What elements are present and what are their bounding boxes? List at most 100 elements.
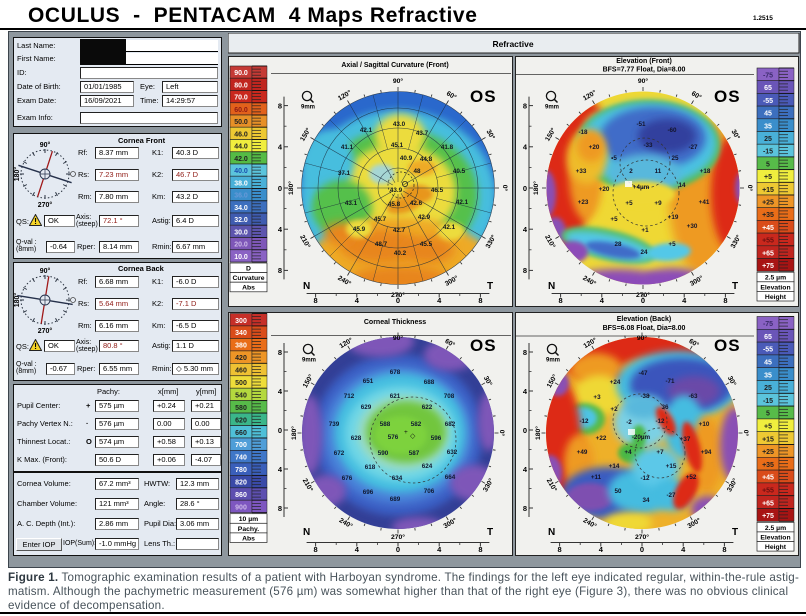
svg-text:8: 8	[478, 545, 482, 554]
svg-text:0: 0	[396, 545, 400, 554]
svg-text:8: 8	[478, 296, 482, 305]
svg-text:+: +	[404, 429, 408, 436]
svg-text:180°: 180°	[290, 426, 298, 440]
svg-text:8: 8	[723, 296, 727, 305]
svg-text:270°: 270°	[38, 201, 53, 209]
svg-text:628: 628	[351, 435, 362, 442]
svg-text:BFS=6.08 Float, Dia=8.00: BFS=6.08 Float, Dia=8.00	[603, 325, 686, 332]
svg-text:42.7: 42.7	[393, 227, 406, 234]
svg-text:4: 4	[523, 387, 528, 396]
svg-text:9mm: 9mm	[301, 105, 315, 111]
svg-text:678: 678	[390, 369, 401, 376]
svg-text:42.1: 42.1	[443, 224, 456, 231]
svg-text:+9: +9	[654, 200, 662, 207]
svg-text:OS: OS	[714, 87, 741, 106]
svg-text:45.1: 45.1	[391, 142, 404, 149]
svg-text:634: 634	[392, 475, 403, 482]
svg-text:35: 35	[764, 123, 772, 130]
svg-text:576: 576	[388, 434, 399, 441]
svg-text:-2: -2	[626, 419, 632, 426]
svg-text:36: 36	[661, 404, 669, 411]
svg-text:90°: 90°	[393, 334, 404, 342]
svg-text:+75: +75	[762, 263, 774, 270]
svg-text:0: 0	[278, 184, 282, 193]
svg-text:0: 0	[640, 545, 644, 554]
svg-text:OS: OS	[470, 336, 497, 355]
svg-text:0°: 0°	[742, 430, 750, 437]
svg-text:780: 780	[235, 467, 247, 474]
svg-text:+7: +7	[656, 449, 664, 456]
svg-text:+11: +11	[591, 474, 602, 481]
svg-text:65: 65	[764, 85, 772, 92]
svg-text:270°: 270°	[635, 533, 649, 541]
svg-text:706: 706	[424, 488, 435, 495]
svg-text:0: 0	[523, 426, 527, 435]
svg-text:-55: -55	[763, 347, 773, 354]
svg-text:Curvature: Curvature	[232, 275, 264, 282]
svg-text:90°: 90°	[40, 267, 51, 275]
svg-text:5: 5	[766, 411, 770, 418]
svg-text:700: 700	[235, 442, 247, 449]
svg-text:-33: -33	[643, 142, 653, 149]
svg-text:43.7: 43.7	[416, 130, 429, 137]
svg-text:4: 4	[682, 296, 687, 305]
svg-text:T: T	[487, 527, 493, 538]
svg-text:2.5 µm: 2.5 µm	[765, 275, 786, 282]
svg-text:43.0: 43.0	[393, 121, 406, 128]
svg-text:48: 48	[413, 168, 421, 175]
svg-text:T: T	[732, 527, 738, 538]
svg-text:5: 5	[766, 161, 770, 168]
svg-text:+20: +20	[589, 144, 600, 151]
svg-text:48.7: 48.7	[375, 241, 388, 248]
svg-text:0: 0	[641, 296, 645, 305]
svg-text:44.8: 44.8	[420, 156, 433, 163]
svg-text:41.8: 41.8	[441, 144, 454, 151]
svg-text:4: 4	[278, 143, 283, 152]
svg-text:BFS=7.77 Float, Dia=8.00: BFS=7.77 Float, Dia=8.00	[603, 67, 686, 74]
svg-text:90°: 90°	[638, 77, 649, 85]
svg-text:90.0: 90.0	[234, 70, 248, 77]
svg-text:9mm: 9mm	[302, 358, 316, 364]
svg-text:90°: 90°	[637, 334, 648, 342]
svg-text:696: 696	[363, 489, 374, 496]
svg-text:8: 8	[559, 296, 563, 305]
svg-text:90°: 90°	[393, 77, 404, 85]
svg-text:180°: 180°	[13, 167, 21, 182]
svg-text:820: 820	[235, 480, 247, 487]
svg-text:+55: +55	[762, 238, 774, 245]
svg-text:651: 651	[363, 378, 374, 385]
svg-text:8: 8	[314, 545, 318, 554]
svg-text:+24: +24	[610, 379, 621, 386]
svg-text:45.9: 45.9	[353, 226, 366, 233]
svg-text:N: N	[303, 281, 310, 292]
svg-text:42.9: 42.9	[418, 214, 431, 221]
svg-text:180°: 180°	[534, 426, 542, 440]
svg-text:4: 4	[599, 545, 604, 554]
svg-text:+33: +33	[576, 168, 587, 175]
svg-text:180°: 180°	[287, 181, 295, 195]
svg-text:4: 4	[523, 143, 528, 152]
svg-text:618: 618	[365, 464, 376, 471]
svg-text:+5: +5	[764, 424, 772, 431]
svg-text:+20: +20	[599, 186, 610, 193]
svg-text:629: 629	[361, 404, 372, 411]
svg-text:+52: +52	[686, 474, 697, 481]
svg-text:+15: +15	[762, 187, 774, 194]
svg-text:588: 588	[380, 421, 391, 428]
svg-text:45.5: 45.5	[420, 241, 433, 248]
svg-text:◇: ◇	[410, 433, 416, 440]
svg-text:596: 596	[431, 435, 442, 442]
svg-text:4: 4	[523, 465, 528, 474]
svg-text:Refractive: Refractive	[492, 39, 533, 49]
svg-text:580: 580	[235, 405, 247, 412]
svg-text:4: 4	[437, 545, 442, 554]
svg-text:9mm: 9mm	[545, 105, 559, 111]
svg-text:+18: +18	[700, 168, 711, 175]
svg-text:N: N	[548, 527, 555, 538]
svg-text:+75: +75	[762, 513, 774, 520]
svg-text:20.0: 20.0	[234, 242, 248, 249]
svg-text:712: 712	[344, 393, 355, 400]
svg-text:36.0: 36.0	[234, 193, 248, 200]
svg-text:624: 624	[422, 463, 433, 470]
svg-text:4: 4	[437, 296, 442, 305]
